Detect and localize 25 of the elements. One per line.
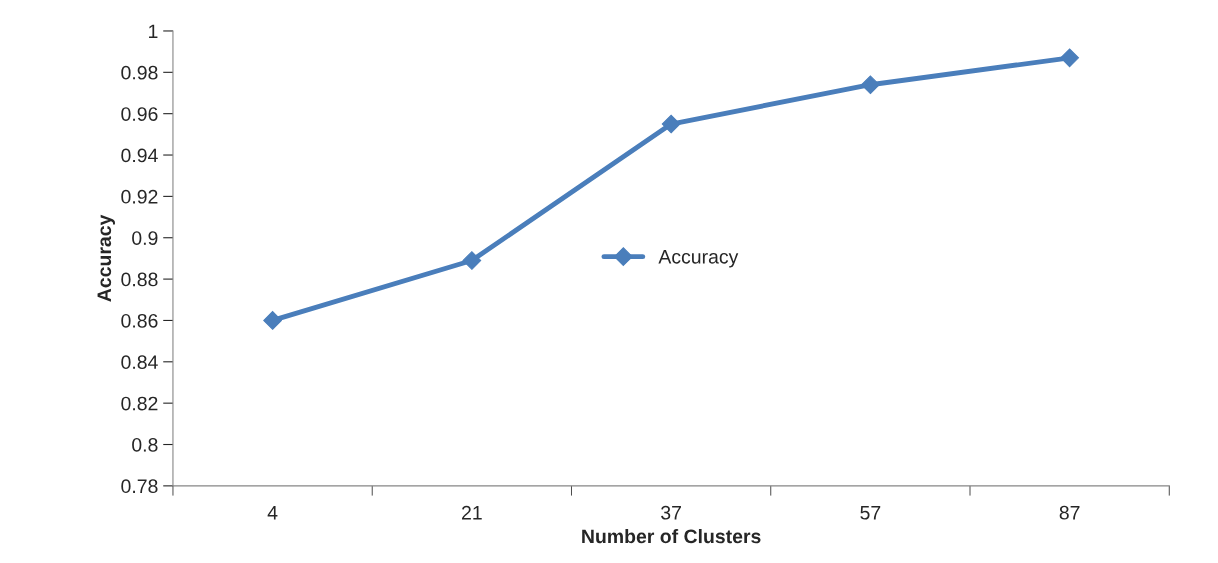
y-tick-label: 0.84 bbox=[121, 355, 158, 370]
y-tick-label: 0.94 bbox=[121, 148, 158, 163]
y-tick-label: 0.88 bbox=[121, 272, 158, 287]
y-tick-label: 0.98 bbox=[121, 65, 158, 80]
y-axis-title: Accuracy bbox=[97, 214, 115, 302]
x-tick-label: 57 bbox=[860, 506, 881, 520]
x-tick-label: 37 bbox=[661, 505, 681, 520]
point bbox=[462, 251, 482, 270]
y-tick-label: 1 bbox=[149, 24, 158, 39]
y-tick-label: 0.92 bbox=[121, 189, 158, 204]
y-tick-label: 0.8 bbox=[132, 437, 158, 452]
y-tick-label: 0.82 bbox=[121, 396, 158, 411]
point bbox=[661, 114, 681, 134]
x-axis-title: Number of Clusters bbox=[582, 528, 761, 544]
y-tick-label: 0.78 bbox=[121, 479, 158, 494]
x-tick-label: 4 bbox=[267, 506, 278, 520]
legend-label: Accuracy bbox=[658, 250, 739, 268]
y-tick-label: 0.86 bbox=[121, 313, 158, 328]
point bbox=[263, 311, 282, 330]
y-tick-label: 0.96 bbox=[121, 107, 158, 121]
y-tick-label: 0.9 bbox=[132, 231, 158, 245]
point bbox=[1060, 48, 1080, 68]
x-tick-label: 87 bbox=[1059, 505, 1080, 520]
point bbox=[861, 75, 880, 95]
x-tick-label: 21 bbox=[462, 505, 482, 520]
